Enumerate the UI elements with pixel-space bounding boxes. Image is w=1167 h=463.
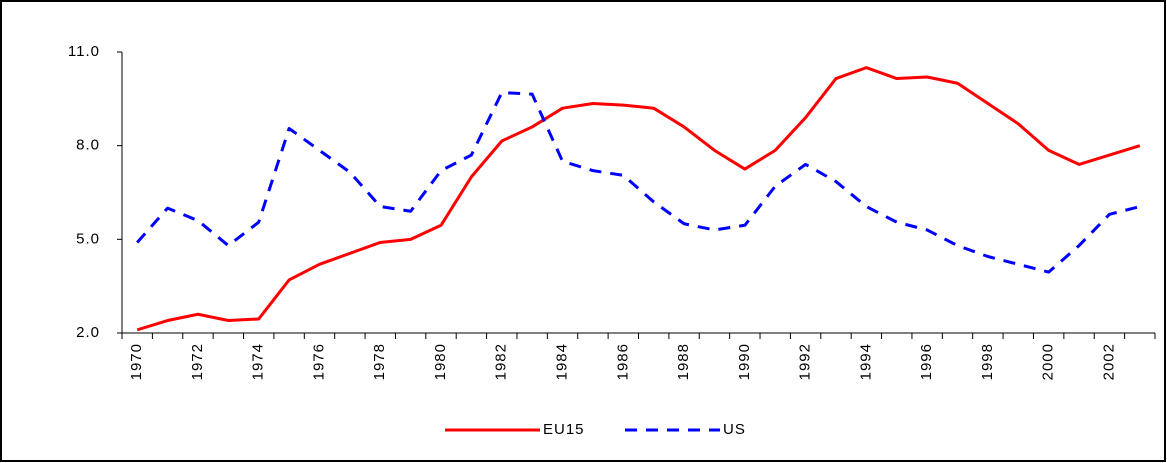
x-tick-label: 1994 (857, 343, 874, 380)
x-tick-label: 2002 (1100, 343, 1117, 380)
x-tick-label: 1972 (189, 343, 206, 380)
legend-label: US (723, 421, 746, 438)
x-tick-label: 1970 (128, 343, 145, 380)
series-line (136, 91, 1141, 274)
x-tick-label: 1996 (918, 343, 935, 380)
x-tick-label: 2000 (1040, 343, 1057, 380)
x-tick-label: 1986 (614, 343, 631, 380)
x-tick-label: 1990 (736, 343, 753, 380)
series-line (136, 66, 1141, 332)
x-tick-label: 1980 (432, 343, 449, 380)
x-tick-label: 1974 (250, 343, 267, 380)
y-tick-label: 2.0 (76, 324, 100, 341)
x-tick-label: 1984 (554, 343, 571, 380)
x-tick-label: 1992 (797, 343, 814, 380)
y-tick-label: 8.0 (76, 137, 100, 154)
x-tick-label: 1976 (310, 343, 327, 380)
x-tick-label: 1978 (371, 343, 388, 380)
x-tick-label: 1998 (979, 343, 996, 380)
y-tick-label: 11.0 (68, 43, 100, 60)
y-tick-label: 5.0 (76, 230, 100, 247)
legend-label: EU15 (543, 421, 585, 438)
x-tick-label: 1982 (493, 343, 510, 380)
x-tick-label: 1988 (675, 343, 692, 380)
